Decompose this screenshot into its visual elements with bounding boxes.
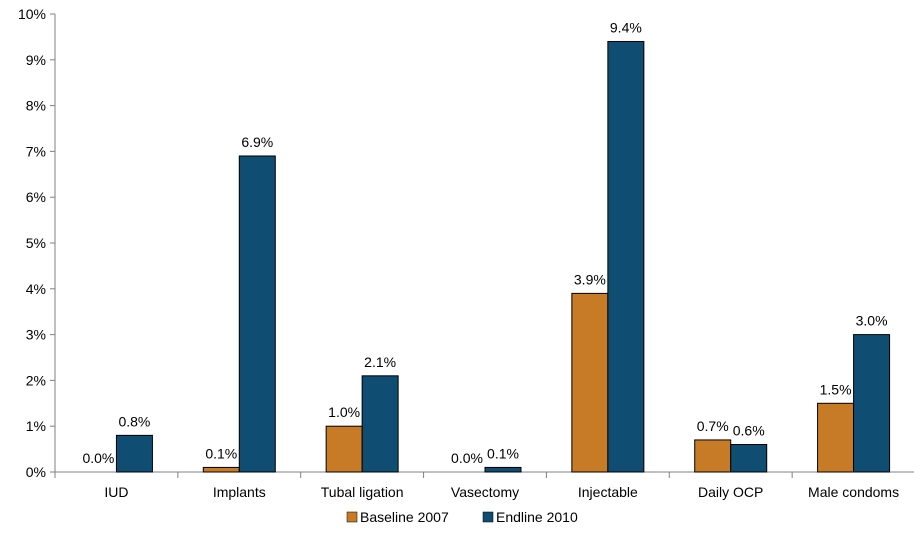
- y-tick-label: 10%: [18, 6, 46, 22]
- data-label: 0.8%: [118, 413, 150, 429]
- data-label: 1.5%: [820, 381, 852, 397]
- y-tick-label: 8%: [26, 98, 46, 114]
- bar: [853, 334, 891, 473]
- y-tick-label: 6%: [26, 189, 46, 205]
- bar: [361, 375, 399, 473]
- data-label: 6.9%: [241, 134, 273, 150]
- y-tick-label: 5%: [26, 235, 46, 251]
- legend-label: Endline 2010: [496, 509, 578, 525]
- x-tick-label: Implants: [213, 484, 266, 500]
- bar: [730, 444, 768, 473]
- bar: [607, 40, 645, 473]
- bar: [115, 434, 153, 473]
- data-label: 0.7%: [697, 418, 729, 434]
- bar: [202, 466, 240, 473]
- bar: [484, 466, 522, 473]
- data-label: 0.0%: [82, 450, 114, 466]
- data-label: 3.9%: [574, 271, 606, 287]
- data-label: 0.1%: [205, 445, 237, 461]
- y-tick-label: 4%: [26, 281, 46, 297]
- x-tick-label: IUD: [104, 484, 128, 500]
- data-label: 0.0%: [451, 450, 483, 466]
- bar: [571, 292, 609, 473]
- bar: [817, 402, 855, 473]
- bar: [238, 155, 276, 473]
- y-tick-label: 9%: [26, 52, 46, 68]
- y-tick-label: 1%: [26, 418, 46, 434]
- data-label: 0.1%: [487, 445, 519, 461]
- y-tick-label: 7%: [26, 143, 46, 159]
- data-label: 9.4%: [610, 19, 642, 35]
- legend-label: Baseline 2007: [360, 509, 449, 525]
- data-label: 3.0%: [856, 313, 888, 329]
- x-tick-label: Vasectomy: [451, 484, 519, 500]
- data-label: 1.0%: [328, 404, 360, 420]
- bar: [694, 439, 732, 473]
- y-tick-label: 2%: [26, 372, 46, 388]
- legend-swatch: [346, 511, 358, 523]
- data-label: 2.1%: [364, 354, 396, 370]
- x-tick-label: Tubal ligation: [321, 484, 404, 500]
- x-tick-label: Daily OCP: [698, 484, 763, 500]
- y-tick-label: 0%: [26, 464, 46, 480]
- bar: [325, 425, 363, 473]
- y-tick-label: 3%: [26, 327, 46, 343]
- data-label: 0.6%: [733, 423, 765, 439]
- x-tick-label: Male condoms: [808, 484, 899, 500]
- x-tick-label: Injectable: [578, 484, 638, 500]
- legend-swatch: [482, 511, 494, 523]
